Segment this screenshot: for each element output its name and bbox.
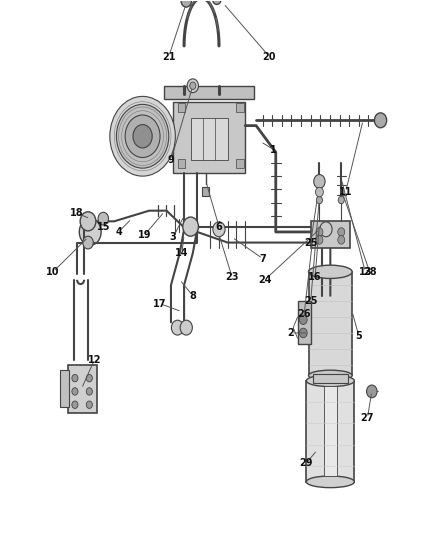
Circle shape (86, 374, 92, 382)
Circle shape (213, 222, 225, 237)
Text: 4: 4 (115, 227, 122, 237)
Circle shape (320, 222, 332, 237)
Bar (164, 86, 254, 99)
Text: 10: 10 (46, 267, 60, 277)
Circle shape (338, 236, 345, 244)
Bar (191, 118, 228, 160)
Bar (177, 103, 185, 112)
Text: 1: 1 (270, 144, 277, 155)
Text: 11: 11 (339, 187, 352, 197)
Circle shape (315, 187, 323, 197)
Circle shape (181, 0, 191, 7)
Bar (60, 370, 69, 407)
Circle shape (72, 374, 78, 382)
Circle shape (83, 236, 93, 249)
Circle shape (72, 401, 78, 408)
Text: 18: 18 (70, 208, 84, 219)
Text: 13: 13 (359, 267, 372, 277)
Bar (311, 221, 350, 248)
Bar (237, 103, 244, 112)
Text: 21: 21 (162, 52, 176, 61)
Text: 28: 28 (363, 267, 376, 277)
Text: 20: 20 (262, 52, 276, 61)
Bar (308, 272, 352, 375)
Circle shape (171, 320, 184, 335)
Circle shape (212, 0, 221, 4)
Circle shape (180, 320, 192, 335)
Circle shape (110, 96, 175, 176)
Text: 29: 29 (300, 458, 313, 468)
Circle shape (299, 328, 307, 338)
Text: 9: 9 (168, 155, 174, 165)
Text: 17: 17 (153, 298, 167, 309)
Circle shape (374, 113, 387, 128)
Bar (306, 381, 354, 482)
Ellipse shape (308, 265, 352, 278)
Circle shape (117, 104, 169, 168)
Circle shape (80, 212, 96, 231)
Ellipse shape (306, 476, 354, 488)
Circle shape (316, 196, 322, 204)
Circle shape (316, 236, 323, 244)
Text: 8: 8 (189, 290, 196, 301)
Text: 24: 24 (258, 275, 272, 285)
Bar (68, 365, 97, 413)
Circle shape (314, 174, 325, 188)
Text: 15: 15 (96, 222, 110, 232)
Circle shape (183, 217, 198, 236)
Bar (177, 159, 185, 168)
Circle shape (125, 115, 160, 158)
Circle shape (86, 401, 92, 408)
Circle shape (338, 196, 344, 204)
Text: 16: 16 (308, 272, 322, 282)
Circle shape (190, 82, 196, 90)
Text: 25: 25 (304, 238, 318, 247)
Text: 26: 26 (297, 309, 311, 319)
Ellipse shape (308, 370, 352, 381)
Text: 25: 25 (304, 296, 318, 306)
Bar (173, 102, 245, 173)
Text: 14: 14 (175, 248, 189, 258)
Text: 27: 27 (361, 413, 374, 423)
Circle shape (98, 212, 109, 225)
Circle shape (79, 219, 101, 245)
Circle shape (299, 315, 307, 325)
Circle shape (316, 228, 323, 236)
Circle shape (187, 79, 198, 93)
Bar (237, 159, 244, 168)
Bar (202, 187, 209, 196)
Text: 19: 19 (138, 230, 152, 240)
Bar (324, 386, 337, 477)
Text: 5: 5 (355, 330, 362, 341)
Bar (313, 374, 348, 383)
Bar (297, 301, 311, 344)
Text: 7: 7 (259, 254, 266, 263)
Text: 23: 23 (225, 272, 239, 282)
Circle shape (86, 387, 92, 395)
Text: 3: 3 (170, 232, 177, 243)
Circle shape (367, 385, 377, 398)
Circle shape (133, 125, 152, 148)
Text: 6: 6 (215, 222, 223, 232)
Circle shape (72, 387, 78, 395)
Ellipse shape (306, 375, 354, 386)
Text: 12: 12 (88, 354, 101, 365)
Circle shape (338, 228, 345, 236)
Text: 2: 2 (288, 328, 294, 338)
